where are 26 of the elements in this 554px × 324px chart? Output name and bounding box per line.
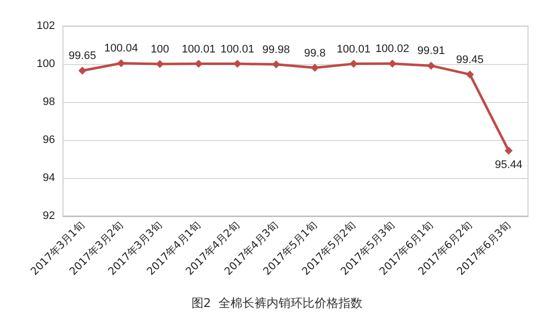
y-tick-label: 92 [42,210,55,222]
data-label: 99.45 [456,54,484,66]
data-label: 99.91 [417,45,445,58]
y-tick-label: 102 [36,20,55,32]
point [117,59,126,68]
point [78,66,86,75]
data-label: 100.01 [182,43,216,56]
data-label: 100.02 [376,43,410,56]
point [310,64,319,72]
y-tick-label: 96 [42,134,55,146]
point [466,70,474,78]
data-label: 100.01 [220,43,254,56]
point [504,146,513,155]
point [427,62,436,70]
text: 图2 全棉长裤内销环比价格指数 [191,296,363,310]
point [272,60,280,68]
data-label: 100.01 [336,43,370,56]
y-tick-label: 94 [42,172,55,184]
data-label: 100.04 [104,42,138,55]
y-tick-label: 100 [36,58,55,70]
data-label: 99.98 [262,44,290,56]
data-label: 99.8 [304,47,326,60]
y-tick-label: 98 [42,96,55,108]
data-label: 99.65 [68,50,96,62]
data-label: 100 [150,44,170,56]
data-label: 95.44 [494,159,522,172]
